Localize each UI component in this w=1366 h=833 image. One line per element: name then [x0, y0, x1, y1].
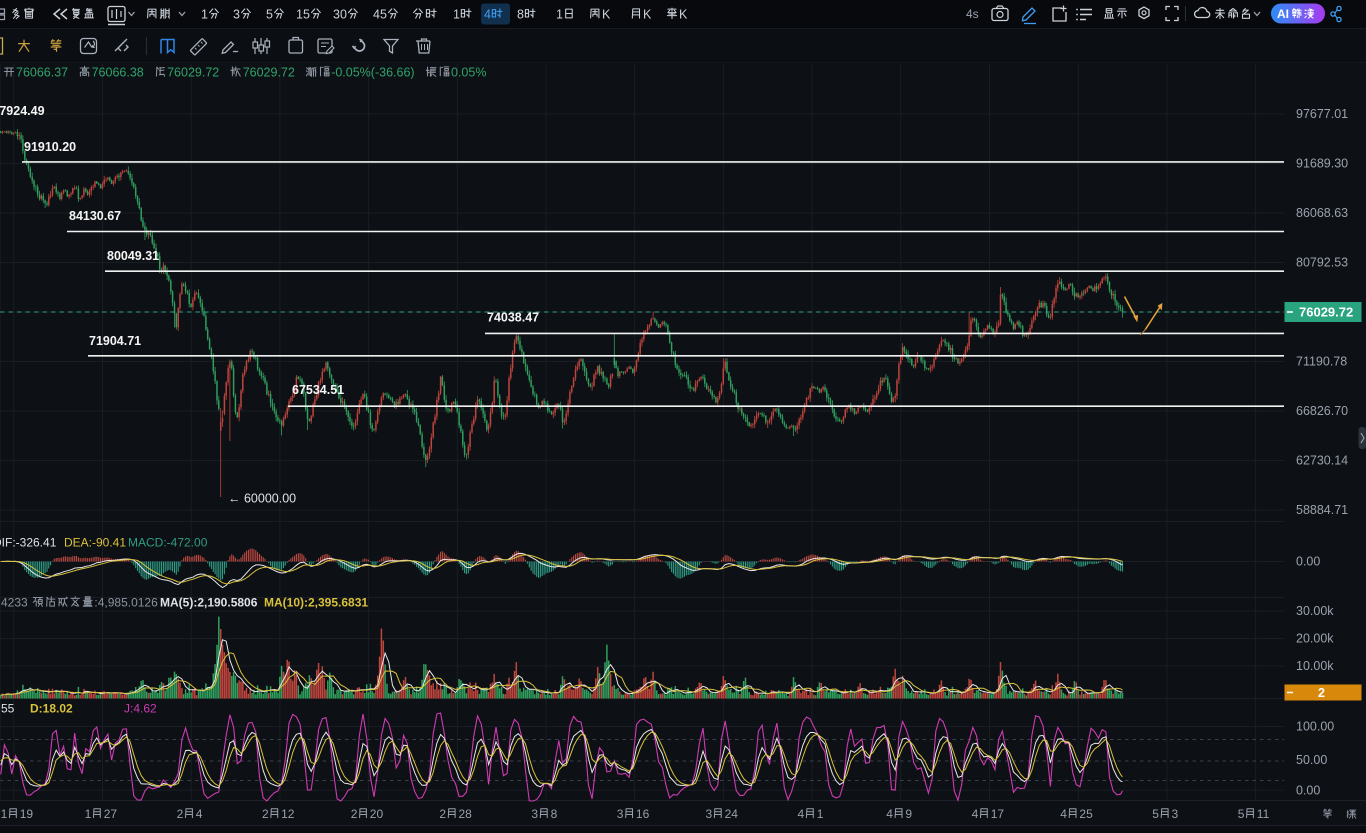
- svg-text:5: 5: [1152, 807, 1159, 821]
- svg-text:3: 3: [1172, 807, 1179, 821]
- svg-text::4,985.0126: :4,985.0126: [94, 596, 158, 610]
- svg-text:76029.72: 76029.72: [243, 66, 295, 80]
- svg-text:2: 2: [439, 807, 446, 821]
- svg-text:D:18.02: D:18.02: [30, 702, 73, 716]
- svg-text:30: 30: [333, 8, 347, 22]
- svg-text:84130.67: 84130.67: [69, 209, 121, 223]
- svg-text:11: 11: [1257, 807, 1270, 821]
- svg-text:1: 1: [556, 8, 563, 22]
- svg-text:5: 5: [266, 8, 273, 22]
- svg-text:2: 2: [177, 807, 184, 821]
- svg-text:0.00: 0.00: [1296, 555, 1320, 569]
- svg-text:3: 3: [531, 807, 538, 821]
- svg-text:-0.05%(-36.66): -0.05%(-36.66): [331, 66, 414, 80]
- svg-text:76066.37: 76066.37: [16, 66, 68, 80]
- svg-text:4: 4: [972, 807, 979, 821]
- svg-text:67534.51: 67534.51: [292, 383, 344, 397]
- svg-text:0.00: 0.00: [1296, 784, 1320, 798]
- svg-text:1: 1: [201, 8, 208, 22]
- svg-text:15: 15: [296, 8, 310, 22]
- svg-text:9: 9: [905, 807, 912, 821]
- svg-text:19: 19: [20, 807, 34, 821]
- svg-text:8: 8: [517, 8, 524, 22]
- svg-text:28: 28: [459, 807, 473, 821]
- svg-text:K: K: [679, 8, 688, 22]
- svg-text:1: 1: [1, 807, 8, 821]
- svg-text:DIF:-326.41: DIF:-326.41: [0, 536, 57, 550]
- svg-text:4233: 4233: [1, 596, 28, 610]
- svg-text:4: 4: [196, 807, 203, 821]
- svg-text:MA(10):2,395.6831: MA(10):2,395.6831: [264, 596, 368, 610]
- svg-text:3: 3: [617, 807, 624, 821]
- svg-text:100.00: 100.00: [1296, 720, 1334, 734]
- svg-text:66826.70: 66826.70: [1296, 404, 1348, 418]
- svg-text:3: 3: [233, 8, 240, 22]
- svg-text:1: 1: [85, 807, 92, 821]
- svg-text:J:4.62: J:4.62: [124, 702, 157, 716]
- svg-text:71904.71: 71904.71: [89, 334, 141, 348]
- svg-text:4: 4: [1060, 807, 1067, 821]
- svg-text:80049.31: 80049.31: [107, 249, 159, 263]
- svg-text:← 60000.00: ← 60000.00: [228, 492, 296, 506]
- svg-text:86068.63: 86068.63: [1296, 206, 1348, 220]
- svg-text:25: 25: [1079, 807, 1093, 821]
- svg-text:MACD:-472.00: MACD:-472.00: [128, 536, 208, 550]
- svg-text:4s: 4s: [966, 7, 979, 21]
- svg-text:2: 2: [351, 807, 358, 821]
- svg-text:45: 45: [373, 8, 387, 22]
- svg-text:58884.71: 58884.71: [1296, 503, 1348, 517]
- svg-text:91910.20: 91910.20: [24, 140, 76, 154]
- svg-text:3: 3: [706, 807, 713, 821]
- svg-text:AI: AI: [1277, 7, 1289, 21]
- svg-text:27: 27: [104, 807, 118, 821]
- svg-text:55: 55: [1, 702, 15, 716]
- svg-text:2: 2: [1318, 686, 1325, 700]
- svg-text:74038.47: 74038.47: [487, 311, 539, 325]
- svg-text:10.00k: 10.00k: [1296, 659, 1334, 673]
- svg-text:76029.72: 76029.72: [167, 66, 219, 80]
- svg-text:4: 4: [484, 8, 491, 22]
- svg-text:62730.14: 62730.14: [1296, 454, 1348, 468]
- svg-text:80792.53: 80792.53: [1296, 256, 1348, 270]
- svg-text:0.05%: 0.05%: [451, 66, 486, 80]
- svg-text:97677.01: 97677.01: [1296, 107, 1348, 121]
- svg-text:DEA:-90.41: DEA:-90.41: [64, 536, 126, 550]
- svg-text:30.00k: 30.00k: [1296, 604, 1334, 618]
- svg-text:50.00: 50.00: [1296, 753, 1327, 767]
- svg-text:17: 17: [991, 807, 1005, 821]
- svg-text:97924.49: 97924.49: [0, 104, 45, 118]
- svg-text:76029.72: 76029.72: [1299, 305, 1353, 320]
- svg-text:4: 4: [886, 807, 893, 821]
- svg-text:5: 5: [1238, 807, 1245, 821]
- svg-text:12: 12: [281, 807, 295, 821]
- svg-text:1: 1: [817, 807, 824, 821]
- svg-text:20: 20: [370, 807, 384, 821]
- svg-text:1: 1: [453, 8, 460, 22]
- svg-text:24: 24: [725, 807, 739, 821]
- svg-text:4: 4: [798, 807, 805, 821]
- svg-text:16: 16: [636, 807, 650, 821]
- svg-text:71190.78: 71190.78: [1296, 355, 1347, 369]
- svg-text:2: 2: [262, 807, 269, 821]
- svg-text:MA(5):2,190.5806: MA(5):2,190.5806: [160, 596, 258, 610]
- svg-text:K: K: [602, 8, 611, 22]
- svg-text:91689.30: 91689.30: [1296, 157, 1348, 171]
- svg-text:20.00k: 20.00k: [1296, 632, 1334, 646]
- svg-text:K: K: [643, 8, 652, 22]
- svg-text:76066.38: 76066.38: [92, 66, 144, 80]
- svg-text:8: 8: [551, 807, 558, 821]
